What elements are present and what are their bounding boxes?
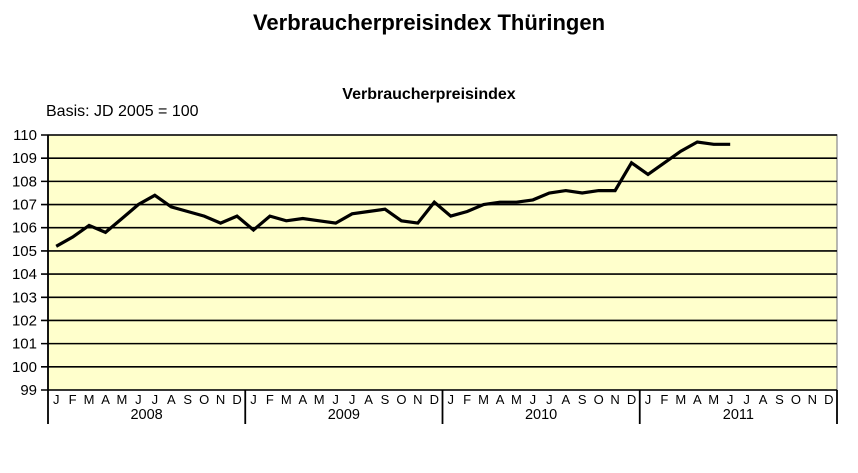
x-axis-month-label: F (266, 392, 274, 407)
x-axis-year-label: 2010 (525, 407, 557, 423)
x-axis-month-label: M (314, 392, 325, 407)
x-axis-month-label: A (101, 392, 110, 407)
y-axis-tick-label: 102 (12, 312, 37, 329)
x-axis-month-label: J (743, 392, 750, 407)
x-axis-month-label: N (610, 392, 619, 407)
x-axis-month-label: J (546, 392, 553, 407)
x-axis-month-label: M (84, 392, 95, 407)
y-axis-tick-label: 101 (12, 336, 37, 353)
x-axis-month-label: J (250, 392, 257, 407)
x-axis-year-label: 2011 (723, 407, 754, 423)
x-axis-month-label: M (117, 392, 128, 407)
x-axis-month-label: J (332, 392, 339, 407)
x-axis-month-label: F (69, 392, 77, 407)
x-axis-month-label: J (349, 392, 356, 407)
x-axis-month-label: A (364, 392, 373, 407)
page-title: Verbraucherpreisindex Thüringen (252, 10, 606, 35)
x-axis-month-label: J (152, 392, 159, 407)
x-axis-month-label: J (135, 392, 142, 407)
x-axis-month-label: S (775, 392, 784, 407)
x-axis-month-label: D (430, 392, 439, 407)
y-axis-tick-label: 105 (12, 243, 37, 260)
x-axis-month-label: S (381, 392, 390, 407)
x-axis-month-label: F (660, 392, 668, 407)
y-axis-tick-label: 107 (12, 197, 37, 214)
x-axis-month-label: A (167, 392, 176, 407)
x-axis-month-label: D (232, 392, 241, 407)
x-axis-month-label: M (511, 392, 522, 407)
x-axis-month-label: F (463, 392, 471, 407)
x-axis-month-label: O (791, 392, 801, 407)
x-axis-month-label: A (759, 392, 768, 407)
x-axis-month-label: M (675, 392, 686, 407)
y-axis-tick-label: 104 (12, 266, 37, 283)
x-axis-month-label: J (645, 392, 652, 407)
x-axis-month-label: J (530, 392, 537, 407)
x-axis-month-label: D (824, 392, 833, 407)
y-axis-tick-label: 99 (20, 382, 37, 399)
x-axis-month-label: S (578, 392, 587, 407)
x-axis-month-label: N (808, 392, 817, 407)
x-axis-month-label: A (693, 392, 702, 407)
y-axis-tick-label: 100 (12, 359, 37, 376)
x-axis-month-label: J (447, 392, 454, 407)
x-axis-month-label: M (478, 392, 489, 407)
cpi-series-line (55, 140, 731, 248)
y-axis-tick-label: 106 (12, 220, 37, 237)
plot-area (47, 134, 838, 391)
x-axis-month-label: N (413, 392, 422, 407)
x-axis-month-label: J (727, 392, 734, 407)
x-axis-month-label: O (594, 392, 604, 407)
x-axis-month-label: A (496, 392, 505, 407)
y-axis-tick-label: 103 (12, 289, 37, 306)
chart-subtitle: Verbraucherpreisindex (342, 86, 516, 103)
x-axis-month-label: N (216, 392, 225, 407)
x-axis-month-label: M (281, 392, 292, 407)
y-axis-tick-label: 110 (13, 127, 37, 144)
x-axis-month-label: M (708, 392, 719, 407)
x-axis-month-label: O (396, 392, 406, 407)
x-axis-month-label: A (561, 392, 570, 407)
y-axis-tick-label: 109 (12, 150, 37, 167)
y-axis-tick-label: 108 (12, 173, 37, 190)
basis-annotation: Basis: JD 2005 = 100 (46, 103, 199, 120)
x-axis-month-label: S (183, 392, 192, 407)
x-axis-month-label: O (199, 392, 209, 407)
x-axis-month-label: A (298, 392, 307, 407)
x-axis-year-label: 2009 (328, 407, 360, 423)
x-axis-year-label: 2008 (130, 407, 162, 423)
x-axis-month-label: J (53, 392, 60, 407)
x-axis-month-label: D (627, 392, 636, 407)
